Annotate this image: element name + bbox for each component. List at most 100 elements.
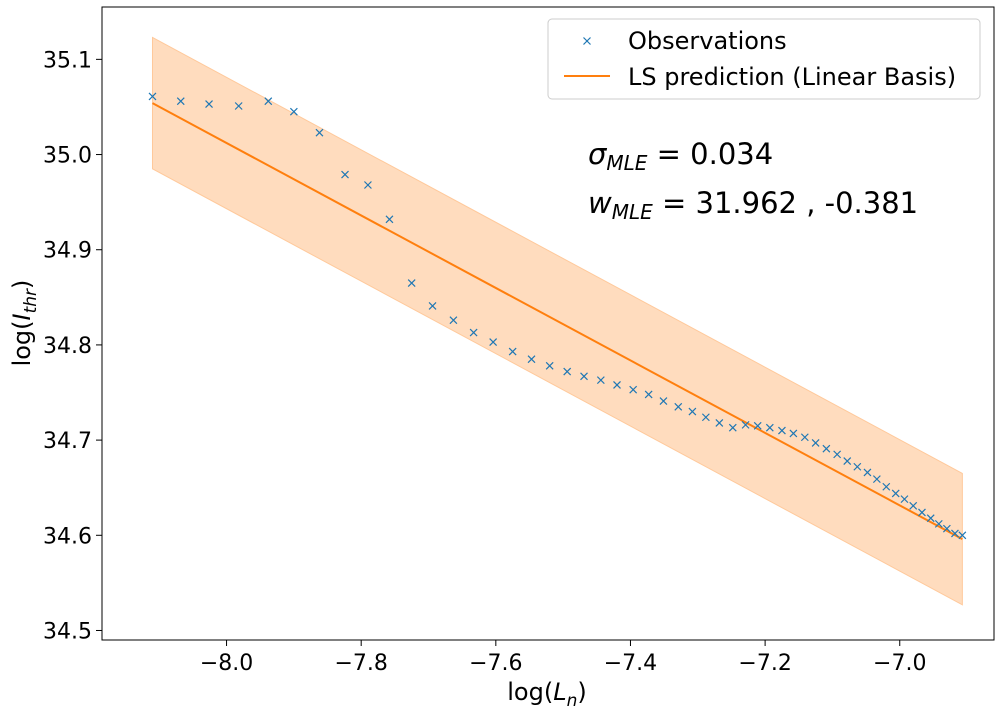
observation-point xyxy=(176,97,185,106)
observation-point xyxy=(659,397,668,406)
observation-point xyxy=(942,524,951,533)
observation-point-stroke xyxy=(753,421,762,430)
observation-point xyxy=(728,423,737,432)
observation-point-stroke xyxy=(942,524,951,533)
observation-point xyxy=(811,439,820,447)
observation-point xyxy=(527,355,536,364)
observation-point xyxy=(205,100,213,109)
observation-point xyxy=(909,501,918,510)
observation-point-stroke xyxy=(765,423,774,432)
y-tick-label: 34.5 xyxy=(43,619,92,644)
legend-label-prediction: LS prediction (Linear Basis) xyxy=(628,63,956,91)
observation-point xyxy=(563,367,572,376)
observation-point xyxy=(580,372,588,381)
observation-point-stroke xyxy=(407,279,416,287)
observation-point-stroke xyxy=(264,97,273,106)
observation-point-stroke xyxy=(545,361,554,370)
observation-point-stroke xyxy=(563,367,572,376)
observation-point-stroke xyxy=(853,462,862,471)
legend-box xyxy=(547,18,981,100)
observation-point-stroke xyxy=(489,338,498,346)
y-axis-ticks: 34.5 34.6 34.7 34.8 34.9 35.0 35.1 xyxy=(43,48,102,644)
observation-point-stroke xyxy=(918,508,926,517)
y-tick-label: 34.7 xyxy=(43,429,92,454)
observation-point xyxy=(629,385,638,394)
observation-point-stroke xyxy=(900,495,909,504)
observation-point xyxy=(872,475,881,484)
observation-point-stroke xyxy=(741,420,750,429)
observation-point xyxy=(701,413,710,422)
observation-point xyxy=(545,361,554,370)
observation-point xyxy=(289,107,298,116)
observation-point-stroke xyxy=(644,390,653,399)
observation-point-stroke xyxy=(951,529,959,538)
observation-point-stroke xyxy=(385,215,394,224)
observation-point-stroke xyxy=(891,489,900,498)
observation-point xyxy=(753,421,762,430)
observation-point-stroke xyxy=(843,457,852,465)
observation-point-stroke xyxy=(148,92,157,101)
plot-frame xyxy=(101,6,995,641)
observation-point xyxy=(613,380,621,389)
observation-point xyxy=(789,429,798,438)
observation-point xyxy=(363,181,372,189)
observation-point xyxy=(822,444,831,453)
observation-point xyxy=(882,482,891,491)
observation-point-stroke xyxy=(449,316,458,325)
legend: Observations LS prediction (Linear Basis… xyxy=(547,18,981,100)
legend-label-observations: Observations xyxy=(628,27,787,55)
observation-point-stroke xyxy=(363,181,372,189)
observation-point-stroke xyxy=(580,372,588,381)
observation-point-stroke xyxy=(926,514,935,523)
observation-point-stroke xyxy=(629,385,638,394)
observation-point xyxy=(264,97,273,106)
observation-point xyxy=(833,450,842,459)
observation-point-stroke xyxy=(315,128,324,137)
observation-point xyxy=(891,489,900,498)
observation-point-stroke xyxy=(596,376,605,385)
y-tick-label: 34.9 xyxy=(43,239,92,264)
y-tick-label: 35.0 xyxy=(43,144,92,169)
observation-point-stroke xyxy=(800,433,809,442)
observation-point-stroke xyxy=(872,475,881,484)
x-tick-label: −7.6 xyxy=(469,651,522,676)
x-tick-label: −7.4 xyxy=(604,651,657,676)
observation-point-stroke xyxy=(863,468,872,477)
observation-point xyxy=(644,390,653,399)
observation-point xyxy=(926,514,935,523)
observation-markers-layer xyxy=(148,92,967,540)
observation-point-stroke xyxy=(176,97,185,106)
observation-point xyxy=(843,457,852,465)
observation-point xyxy=(900,495,909,504)
observation-point-stroke xyxy=(909,501,918,510)
observation-point xyxy=(715,419,724,427)
prediction-line-layer xyxy=(152,102,963,540)
observation-point-stroke xyxy=(811,439,820,447)
observation-point-stroke xyxy=(659,397,668,406)
x-axis-ticks: −8.0 −7.8 −7.6 −7.4 −7.2 −7.0 xyxy=(200,640,926,676)
observation-point-stroke xyxy=(958,531,967,540)
legend-marker-observations xyxy=(583,37,591,45)
y-tick-label: 35.1 xyxy=(43,48,92,73)
observation-point-stroke xyxy=(728,423,737,432)
x-tick-label: −8.0 xyxy=(200,651,253,676)
x-tick-label: −7.0 xyxy=(873,651,926,676)
observation-point-stroke xyxy=(234,102,243,110)
observation-point xyxy=(449,316,458,325)
observation-point xyxy=(863,468,872,477)
observation-point xyxy=(800,433,809,442)
observation-point xyxy=(688,407,697,416)
observation-point-stroke xyxy=(205,100,213,109)
prediction-line xyxy=(152,102,963,540)
y-tick-label: 34.6 xyxy=(43,524,92,549)
annotation-sigma-mle: σMLE = 0.034 xyxy=(588,137,773,175)
observation-point-stroke xyxy=(882,482,891,491)
observation-point xyxy=(385,215,394,224)
observation-point xyxy=(234,102,243,110)
x-axis-label: log(Ln) xyxy=(507,678,586,711)
x-tick-label: −7.8 xyxy=(334,651,387,676)
observation-point-stroke xyxy=(508,347,517,356)
observation-point-stroke xyxy=(778,426,786,435)
legend-marker-stroke xyxy=(583,37,591,45)
